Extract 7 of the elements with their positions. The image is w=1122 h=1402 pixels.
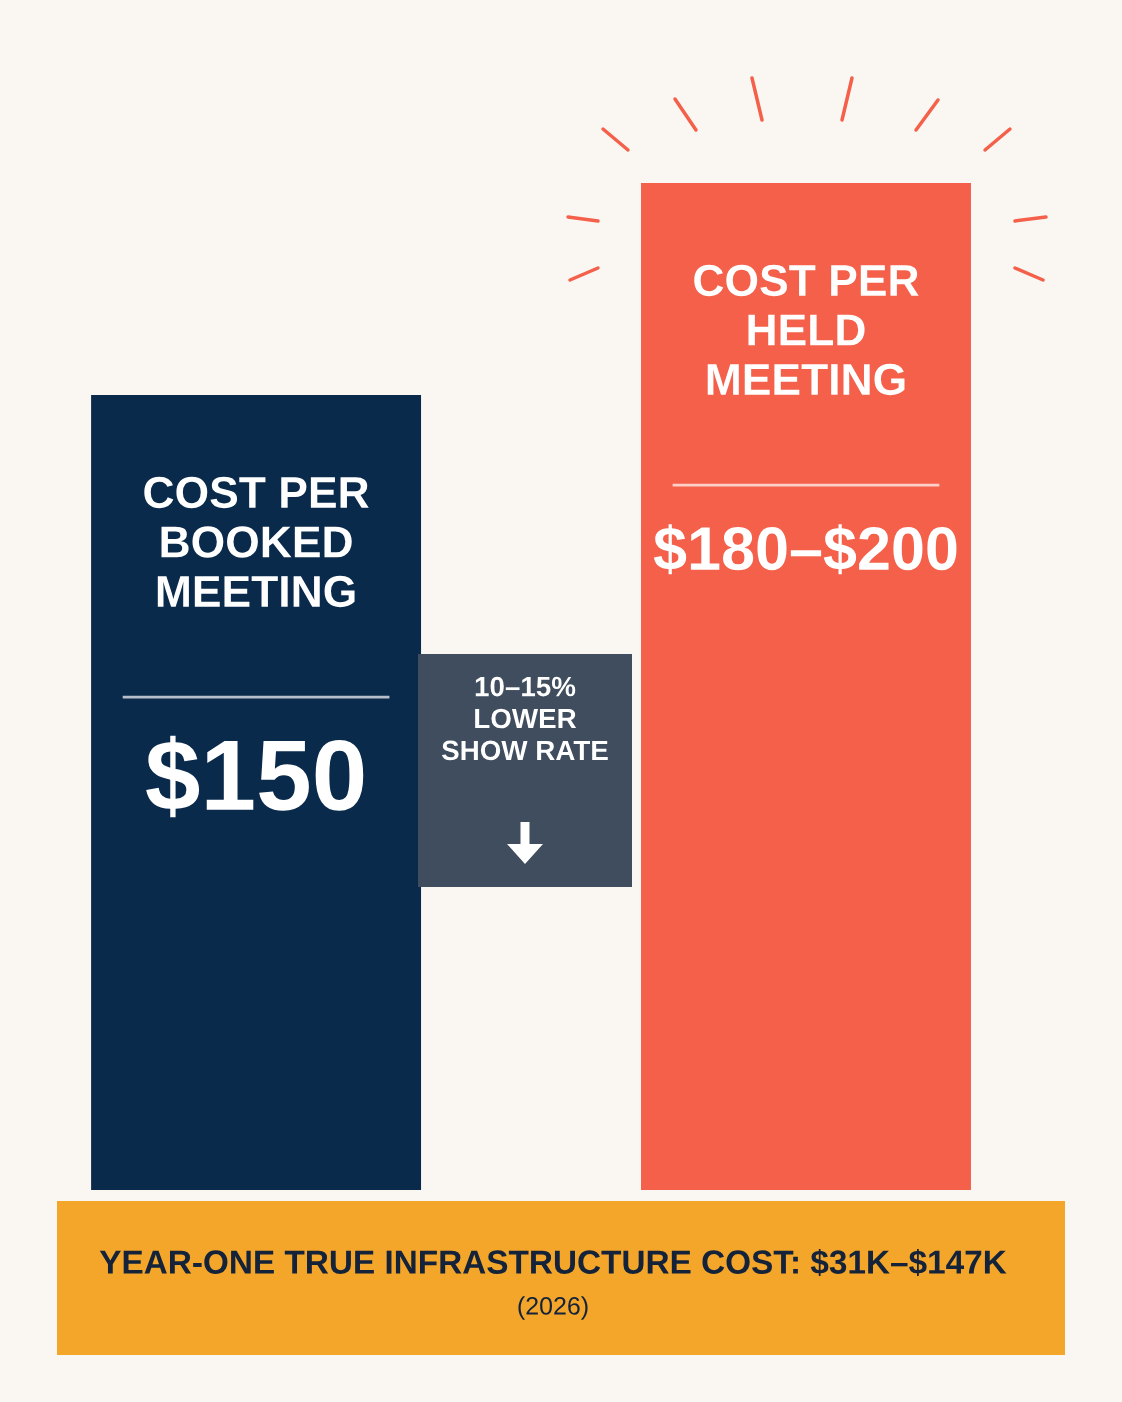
data-label: $150 bbox=[146, 735, 364, 818]
annotation: 10–15% LOWER SHOW RATE bbox=[441, 676, 608, 761]
text: (2026) bbox=[518, 1296, 588, 1320]
text: YEAR-ONE TRUE INFRASTRUCTURE COST: $31K–$147K bbox=[99, 1248, 1007, 1277]
x-tick-label: COST PER HELD MEETING bbox=[694, 264, 919, 396]
data-label: $180–$200 bbox=[653, 524, 957, 575]
x-tick-label: COST PER BOOKED MEETING bbox=[144, 476, 369, 608]
